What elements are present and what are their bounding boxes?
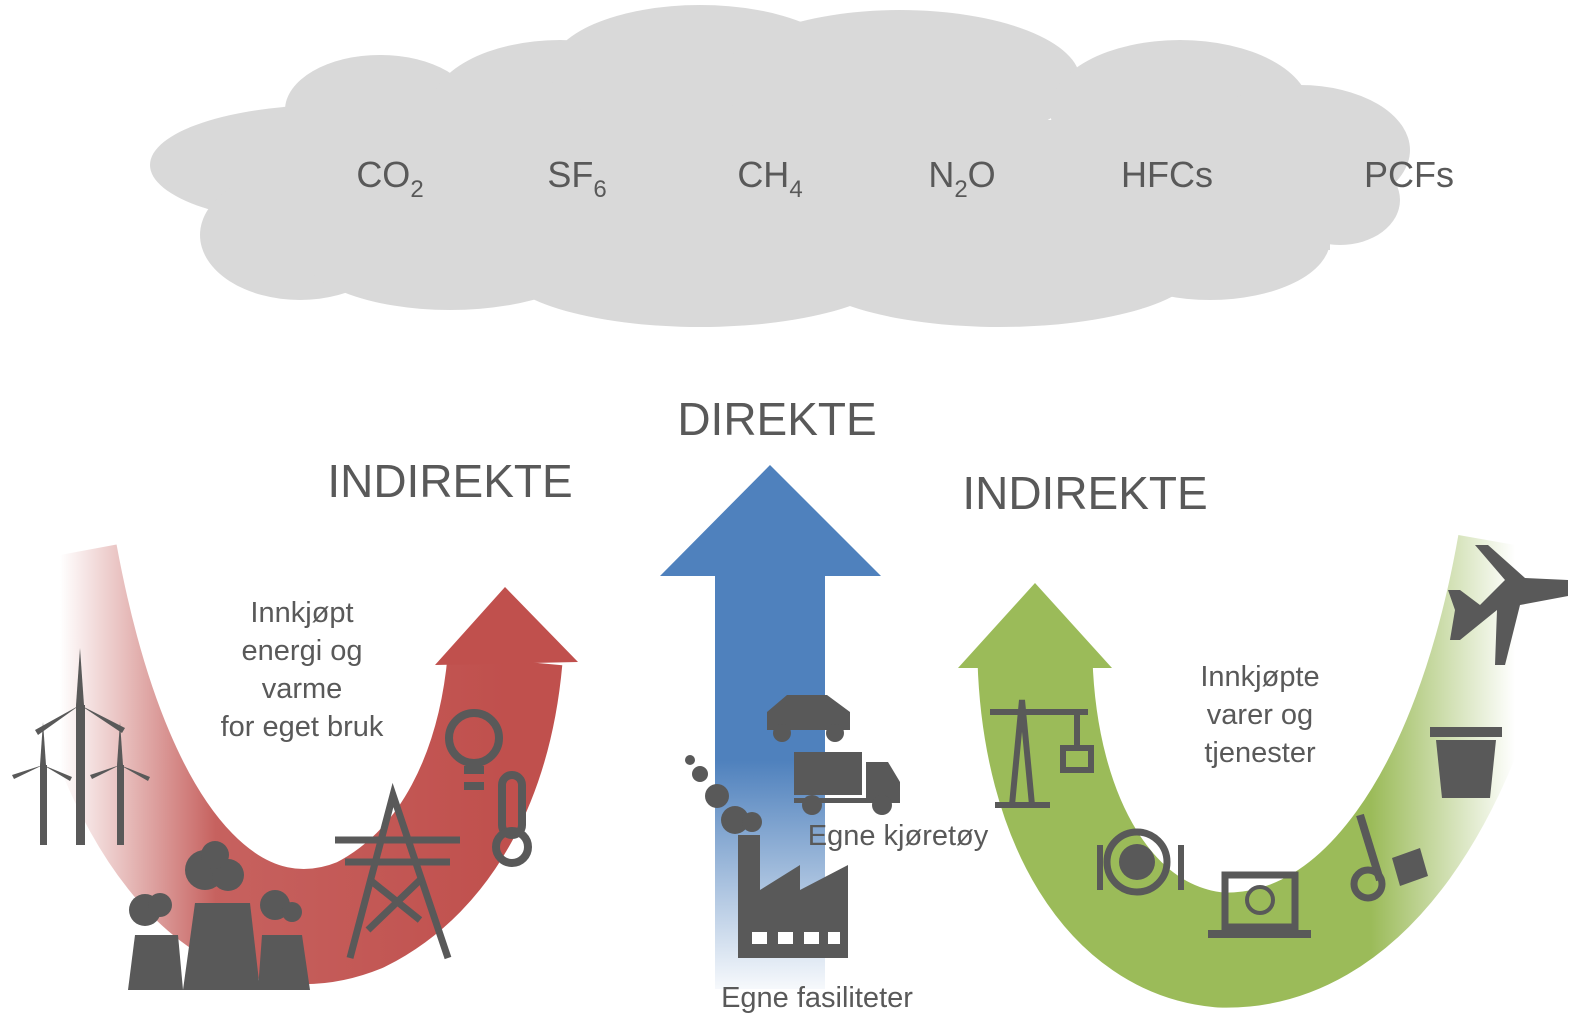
- icons: [12, 545, 1568, 990]
- gas-subscript: 2: [410, 176, 423, 203]
- gas: CH4: [737, 154, 802, 203]
- gas: SF6: [547, 154, 606, 203]
- gas-text: CH: [737, 154, 789, 195]
- gas-text: SF: [547, 154, 593, 195]
- vehicles-label: Egne kjøretøy: [808, 820, 989, 852]
- right-label: tjenester: [1204, 737, 1316, 769]
- gas-subscript: 6: [593, 176, 606, 203]
- right-title: INDIREKTE: [962, 467, 1207, 519]
- left-label: for eget bruk: [221, 711, 384, 743]
- left-title: INDIREKTE: [327, 455, 572, 507]
- left-label: varme: [262, 673, 343, 705]
- gas-text: N: [928, 154, 954, 195]
- left-label: Innkjøpt: [250, 597, 353, 629]
- left-label: energi og: [242, 635, 363, 667]
- gas-subscript: 2: [954, 176, 967, 203]
- facilities-label: Egne fasiliteter: [721, 982, 913, 1014]
- cloud: [150, 5, 1410, 327]
- right-label: varer og: [1207, 699, 1313, 731]
- direct-title: DIREKTE: [677, 393, 876, 445]
- gas-text: CO: [356, 154, 410, 195]
- gas-text: HFCs: [1121, 154, 1213, 195]
- gas: CO2: [356, 154, 423, 203]
- gas-text: O: [968, 154, 996, 195]
- gas: N2O: [928, 154, 995, 203]
- gas-subscript: 4: [789, 176, 802, 203]
- gas: HFCs: [1121, 154, 1213, 195]
- right-label: Innkjøpte: [1200, 661, 1319, 693]
- gas: PCFs: [1364, 154, 1454, 195]
- gas-text: PCFs: [1364, 154, 1454, 195]
